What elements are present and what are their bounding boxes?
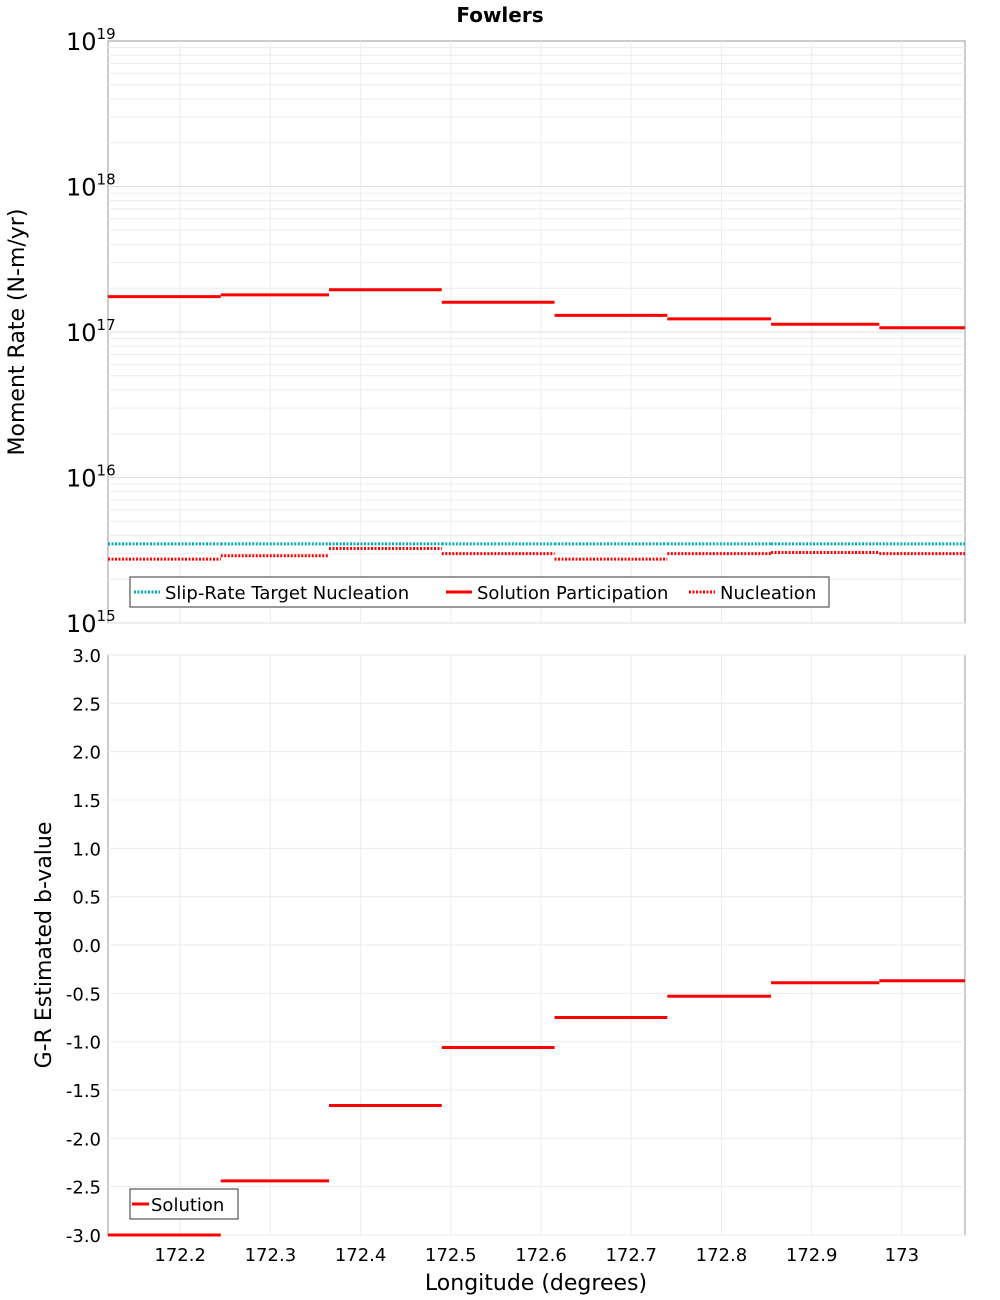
y-tick-label: -0.5 xyxy=(66,984,101,1005)
legend-label: Solution xyxy=(151,1195,224,1216)
b-value-panel: -3.0 -2.5 -2.0 -1.5 -1.0 -0.5 0.0 0.5 1.0 1.5 2.0 2… xyxy=(32,646,966,1296)
x-tick-label: 172.4 xyxy=(335,1245,387,1266)
series-2 xyxy=(108,547,965,561)
x-axis-label: Longitude (degrees) xyxy=(425,1271,647,1296)
bottom-series xyxy=(108,979,965,1237)
bottom-legend: Solution xyxy=(129,1188,239,1220)
y-tick-label: -3.0 xyxy=(66,1226,101,1247)
x-tick-label: 172.8 xyxy=(696,1245,748,1266)
y-tick-label: 1019 xyxy=(66,25,116,56)
y-tick-label: 1017 xyxy=(66,316,116,347)
legend-label: Slip-Rate Target Nucleation xyxy=(165,583,409,604)
x-tick-label: 172.2 xyxy=(154,1245,206,1266)
y-tick-label: -1.0 xyxy=(66,1033,101,1054)
y-tick-label: 2.0 xyxy=(72,743,101,764)
legend-label: Nucleation xyxy=(720,583,816,604)
x-tick-label: 173 xyxy=(885,1245,919,1266)
top-series xyxy=(108,288,965,561)
bottom-y-axis-label: G-R Estimated b-value xyxy=(32,822,57,1069)
y-tick-label: 3.0 xyxy=(72,646,101,667)
series-0 xyxy=(108,979,965,1237)
y-tick-label: -1.5 xyxy=(66,1081,101,1102)
legend-box xyxy=(129,576,830,608)
top-y-ticks: 1015 1016 1017 1018 1019 xyxy=(66,25,116,638)
y-tick-label: 1.0 xyxy=(72,839,101,860)
y-tick-label: -2.0 xyxy=(66,1129,101,1150)
legend-label: Solution Participation xyxy=(477,583,668,604)
bottom-grid xyxy=(108,654,965,1236)
y-tick-label: 0.0 xyxy=(72,936,101,957)
x-tick-label: 172.6 xyxy=(515,1245,567,1266)
x-ticks: 172.2 172.3 172.4 172.5 172.6 172.7 172.8 172.9… xyxy=(154,1245,919,1266)
series-1 xyxy=(108,288,965,330)
top-legend: Slip-Rate Target Nucleation Solution Part… xyxy=(129,576,830,608)
x-tick-label: 172.3 xyxy=(245,1245,297,1266)
y-tick-label: 0.5 xyxy=(72,888,101,909)
moment-rate-panel: 1015 1016 1017 1018 1019 Moment Rate (N-m/yr… xyxy=(5,25,966,638)
y-tick-label: 1016 xyxy=(66,462,116,493)
y-tick-label: -2.5 xyxy=(66,1178,101,1199)
x-tick-label: 172.9 xyxy=(786,1245,838,1266)
y-tick-label: 1018 xyxy=(66,171,116,202)
x-tick-label: 172.5 xyxy=(425,1245,477,1266)
top-y-axis-label: Moment Rate (N-m/yr) xyxy=(5,209,30,456)
y-tick-label: 2.5 xyxy=(72,694,101,715)
top-grid xyxy=(108,41,965,624)
bottom-y-ticks: -3.0 -2.5 -2.0 -1.5 -1.0 -0.5 0.0 0.5 1.0 1.5 2.0 2… xyxy=(66,646,101,1247)
x-tick-label: 172.7 xyxy=(605,1245,657,1266)
chart-title: Fowlers xyxy=(456,3,543,27)
y-tick-label: 1.5 xyxy=(72,791,101,812)
y-tick-label: 1015 xyxy=(66,607,116,638)
